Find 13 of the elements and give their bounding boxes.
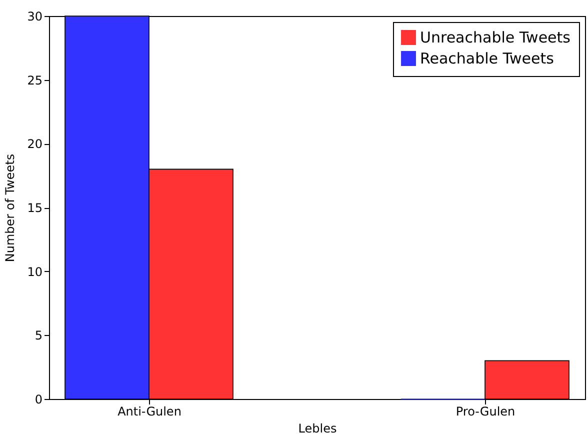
x-axis-title: Lebles <box>298 422 337 434</box>
y-tick-label: 20 <box>27 137 42 152</box>
y-tick-label: 25 <box>27 73 42 88</box>
y-tick-label: 10 <box>27 264 42 279</box>
legend-label: Reachable Tweets <box>420 50 554 68</box>
y-tick-label: 30 <box>27 10 42 24</box>
x-tick-label: Anti-Gulen <box>118 404 182 418</box>
y-axis-title: Number of Tweets <box>3 154 18 262</box>
y-tick-label: 15 <box>27 201 42 215</box>
y-tick-label: 5 <box>34 328 42 343</box>
legend-label: Unreachable Tweets <box>420 28 571 46</box>
x-tick-label: Pro-Gulen <box>456 404 516 418</box>
y-tick-label: 0 <box>34 392 42 406</box>
